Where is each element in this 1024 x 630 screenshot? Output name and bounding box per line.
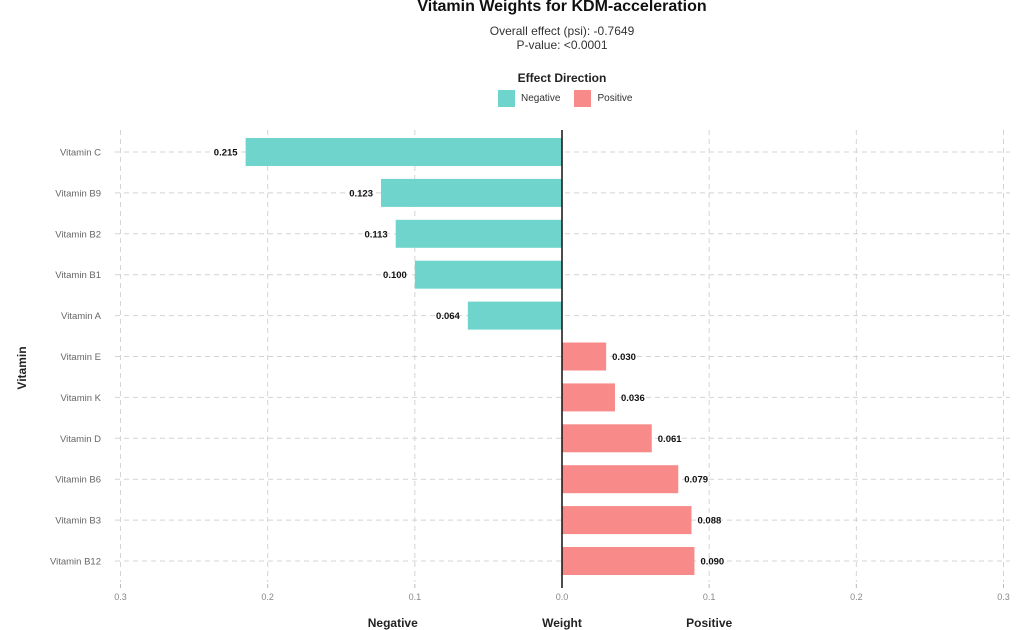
y-tick-label: Vitamin K (61, 393, 102, 404)
x-tick-label: 0.3 (997, 592, 1010, 602)
chart-subtitle-effect: Overall effect (psi): -0.7649 (489, 24, 635, 38)
x-tick-label: 0.1 (409, 592, 422, 602)
data-label: 0.113 (364, 229, 387, 240)
x-axis-label-positive: Positive (686, 616, 732, 630)
data-label: 0.088 (698, 516, 722, 527)
chart-subtitle-pvalue: P-value: <0.0001 (516, 38, 608, 52)
y-tick-label: Vitamin B1 (55, 270, 101, 281)
x-tick-label: 0.3 (114, 592, 127, 602)
legend-swatch-negative (498, 90, 515, 107)
bar-vitamin-b6 (562, 465, 679, 494)
y-tick-label: Vitamin E (61, 352, 101, 363)
data-label: 0.079 (684, 475, 708, 486)
legend-swatch-positive (574, 90, 592, 107)
data-label: 0.061 (658, 434, 682, 445)
bar-vitamin-e (562, 342, 607, 371)
x-tick-label: 0.1 (703, 592, 716, 602)
bar-vitamin-a (467, 301, 562, 330)
y-tick-label: Vitamin D (60, 434, 101, 445)
y-tick-label: Vitamin B6 (55, 475, 101, 486)
bar-vitamin-c (245, 138, 562, 166)
x-axis-label-negative: Negative (368, 616, 418, 630)
legend-label-positive: Positive (597, 93, 633, 104)
legend-title: Effect Direction (517, 71, 607, 85)
y-tick-label: Vitamin B12 (50, 557, 101, 568)
y-axis-label: Vitamin (15, 346, 29, 389)
y-tick-label: Vitamin C (60, 148, 101, 159)
data-label: 0.030 (612, 352, 636, 363)
bar-vitamin-b2 (395, 219, 562, 248)
legend-label-negative: Negative (521, 93, 561, 104)
data-label: 0.090 (700, 557, 724, 568)
bar-vitamin-b3 (562, 506, 692, 535)
x-tick-label: 0.0 (556, 592, 569, 602)
data-label: 0.064 (436, 311, 460, 322)
bar-vitamin-b9 (380, 178, 562, 207)
x-tick-label: 0.2 (850, 592, 863, 602)
y-tick-label: Vitamin B9 (55, 188, 101, 199)
data-label: 0.123 (349, 188, 373, 199)
x-axis-label: Weight (542, 616, 582, 630)
bar-vitamin-d (562, 424, 652, 453)
bar-vitamin-b1 (414, 260, 562, 289)
data-label: 0.100 (383, 270, 407, 281)
data-label: 0.036 (621, 393, 645, 404)
bar-vitamin-b12 (562, 547, 695, 575)
legend: Negative Positive (498, 90, 632, 107)
data-label: 0.215 (214, 148, 238, 159)
x-tick-label: 0.2 (261, 592, 274, 602)
y-tick-label: Vitamin A (61, 311, 102, 322)
chart-title: Vitamin Weights for KDM-acceleration (417, 0, 707, 15)
y-tick-label: Vitamin B3 (55, 516, 101, 527)
bar-vitamin-k (562, 383, 615, 412)
y-tick-label: Vitamin B2 (55, 229, 101, 240)
